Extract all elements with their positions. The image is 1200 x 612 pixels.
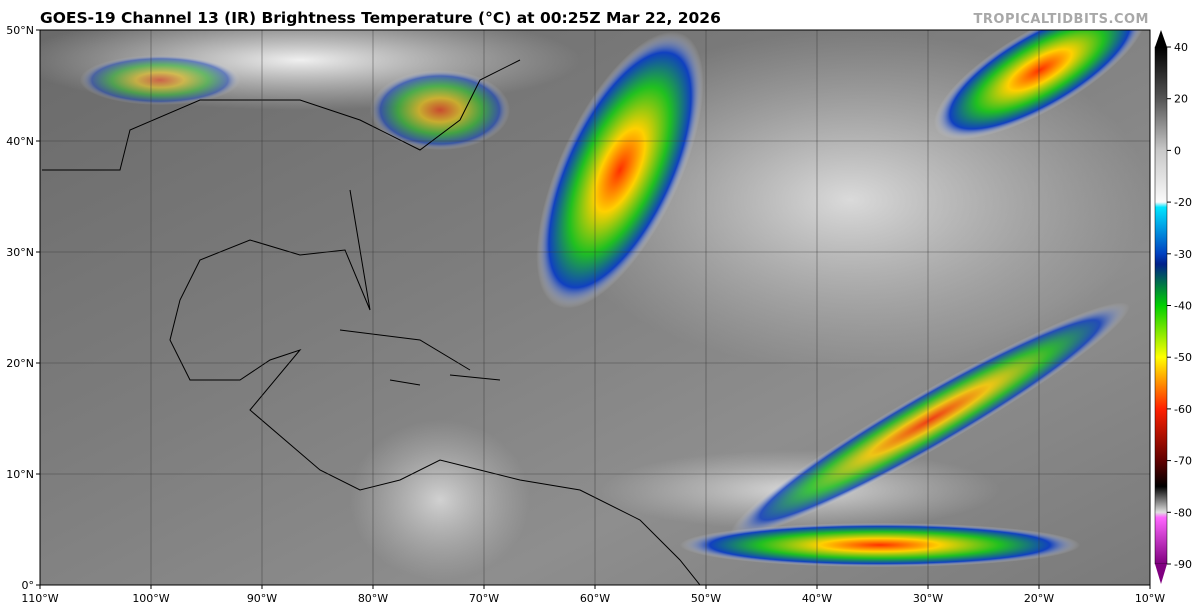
lon-label: 60°W (580, 592, 610, 605)
colorbar-label: -50 (1174, 351, 1192, 364)
lon-label: 30°W (913, 592, 943, 605)
colorbar-ticks: 40 20 0 -20 -30 -40 -50 -60 -70 -80 -90 (1167, 41, 1192, 571)
colorbar (1154, 30, 1168, 584)
lat-label: 50°N (6, 24, 34, 37)
colorbar-label: 0 (1174, 144, 1181, 157)
colorbar-label: -30 (1174, 248, 1192, 261)
lon-label: 70°W (469, 592, 499, 605)
lat-label: 10°N (6, 468, 34, 481)
lon-label: 20°W (1024, 592, 1054, 605)
lat-label: 40°N (6, 135, 34, 148)
lon-label: 50°W (691, 592, 721, 605)
title: GOES-19 Channel 13 (IR) Brightness Tempe… (40, 9, 721, 27)
lat-label: 20°N (6, 357, 34, 370)
lon-label: 110°W (21, 592, 58, 605)
lon-label: 100°W (132, 592, 169, 605)
lon-label: 90°W (247, 592, 277, 605)
colorbar-label: 40 (1174, 41, 1188, 54)
colorbar-label: -80 (1174, 506, 1192, 519)
satellite-image (40, 30, 1150, 585)
colorbar-label: -40 (1174, 300, 1192, 313)
colorbar-label: 20 (1174, 93, 1188, 106)
watermark: TROPICALTIDBITS.COM (974, 12, 1149, 27)
map-frame (39, 29, 1151, 586)
lat-label: 30°N (6, 246, 34, 259)
lat-label: 0° (22, 579, 35, 592)
colorbar-label: -20 (1174, 196, 1192, 209)
lon-label: 10°W (1135, 592, 1165, 605)
colorbar-label: -90 (1174, 558, 1192, 571)
lon-label: 40°W (802, 592, 832, 605)
colorbar-label: -70 (1174, 455, 1192, 468)
colorbar-label: -60 (1174, 403, 1192, 416)
lon-label: 80°W (358, 592, 388, 605)
